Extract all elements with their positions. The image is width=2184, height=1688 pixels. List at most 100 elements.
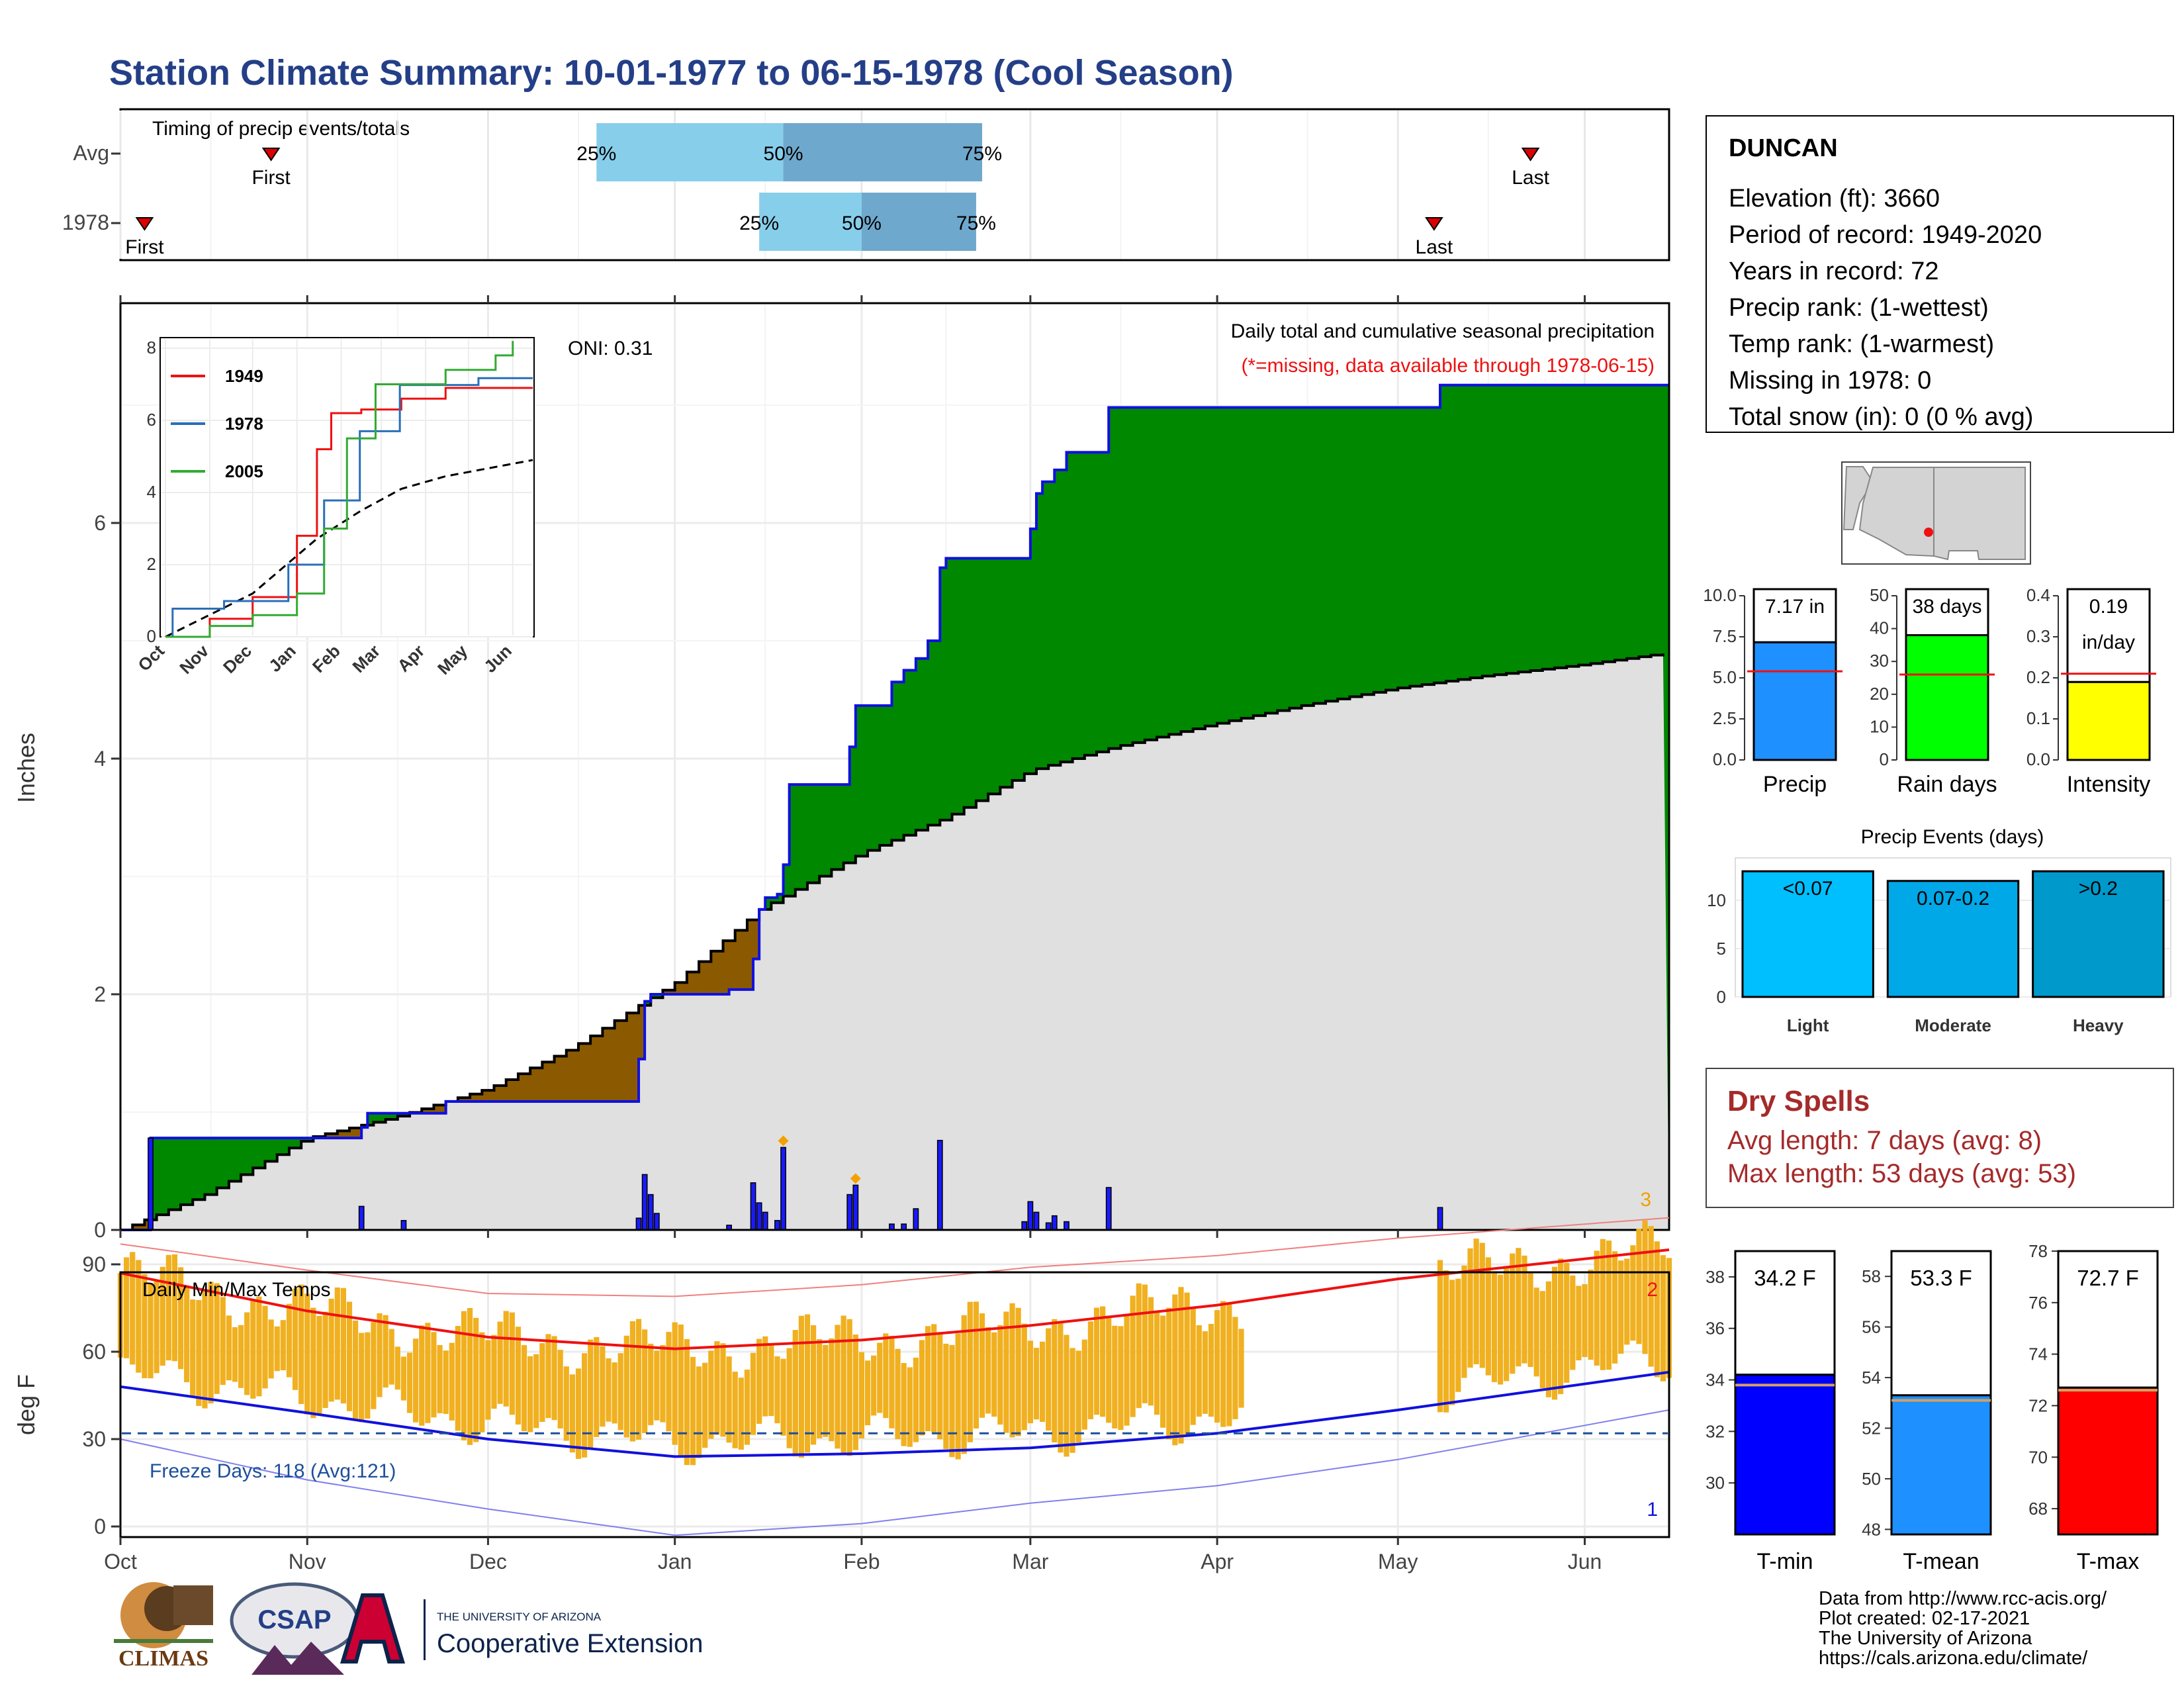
temps-label-max: 2 — [1647, 1279, 1658, 1301]
daily-precip-bar — [774, 1220, 780, 1231]
daily-temp-range-bar — [1437, 1260, 1443, 1413]
timing-last-label: Last — [1512, 167, 1549, 189]
daily-temp-range-bar — [130, 1252, 136, 1365]
location-map — [1841, 461, 2031, 565]
daily-temp-range-bar — [340, 1288, 346, 1404]
summary-bar-label-box — [2066, 588, 2151, 683]
temps-y-tick-label: 30 — [82, 1427, 106, 1451]
temp-summary-label-box — [2057, 1250, 2159, 1389]
daily-temp-range-bar — [714, 1341, 720, 1435]
inset-y-tick: 0 — [147, 626, 156, 646]
temp-summary-tick: 38 — [1706, 1267, 1725, 1287]
daily-temp-range-bar — [479, 1332, 485, 1432]
daily-temp-range-bar — [606, 1358, 612, 1422]
daily-temp-range-bar — [485, 1340, 491, 1420]
inset-legend-label: 1949 — [225, 366, 263, 386]
station-info-line: Temp rank: (1-warmest) — [1729, 330, 1994, 358]
daily-precip-bar — [1021, 1221, 1028, 1231]
station-location-marker — [1924, 528, 1933, 537]
daily-temp-range-bar — [1461, 1265, 1467, 1378]
daily-temp-range-bar — [666, 1332, 672, 1432]
summary-bar-tick: 0.0 — [2026, 749, 2050, 769]
temp-summary-bar — [1890, 1394, 1992, 1536]
dry-spells-box: Dry Spells Avg length: 7 days (avg: 8) M… — [1706, 1068, 2174, 1208]
temp-summary-tick: 32 — [1706, 1421, 1725, 1441]
daily-temp-range-bar — [1232, 1317, 1238, 1419]
daily-temp-range-bar — [310, 1307, 316, 1419]
events-y-tick: 5 — [1717, 939, 1726, 959]
timing-bar-25-50 — [596, 123, 784, 181]
daily-temp-range-bar — [280, 1320, 286, 1371]
daily-temp-range-bar — [696, 1366, 702, 1458]
month-tick-label: Mar — [1012, 1550, 1048, 1573]
summary-bar-fill — [2066, 680, 2151, 761]
daily-temp-range-bar — [533, 1354, 539, 1429]
summary-bar-label: Rain days — [1897, 772, 1997, 797]
events-bar-label: 0.07-0.2 — [1917, 888, 1989, 910]
daily-temp-range-bar — [1160, 1315, 1166, 1428]
daily-temp-range-bar — [955, 1333, 961, 1460]
station-info-line: Total snow (in): 0 (0 % avg) — [1729, 403, 2033, 431]
daily-precip-bar — [1051, 1215, 1058, 1231]
daily-temp-range-bar — [383, 1315, 388, 1388]
daily-temp-range-bar — [991, 1332, 997, 1417]
daily-temp-range-bar — [708, 1350, 714, 1439]
daily-temp-range-bar — [907, 1367, 913, 1447]
daily-temp-range-bar — [841, 1315, 846, 1455]
daily-temp-range-bar — [1118, 1326, 1124, 1430]
precip-y-tick-label: 2 — [94, 982, 106, 1006]
daily-temp-range-bar — [177, 1267, 184, 1370]
summary-bar-value-unit: in/day — [2082, 632, 2135, 653]
daily-temp-range-bar — [232, 1327, 238, 1382]
climas-logo-text: CLIMAS — [118, 1646, 208, 1671]
daily-temp-range-bar — [521, 1345, 527, 1432]
daily-temp-range-bar — [774, 1356, 780, 1424]
daily-temp-range-bar — [648, 1343, 654, 1425]
summary-bar-tick: 0 — [1880, 749, 1889, 769]
temp-summary-bar — [2057, 1386, 2159, 1536]
daily-temp-range-bar — [973, 1301, 979, 1429]
daily-temp-range-bar — [600, 1346, 606, 1427]
summary-bar-tick: 30 — [1870, 651, 1889, 671]
daily-temp-range-bar — [1075, 1350, 1081, 1443]
daily-temp-range-bar — [473, 1317, 479, 1442]
map-state-east — [1933, 467, 2026, 561]
daily-precip-bar — [750, 1182, 756, 1231]
daily-temp-range-bar — [346, 1301, 353, 1411]
precip-y-tick-label: 0 — [94, 1218, 106, 1242]
daily-temp-range-bar — [1497, 1274, 1504, 1385]
daily-temp-range-bar — [1058, 1321, 1064, 1453]
temp-summary-tick: 74 — [2028, 1344, 2048, 1364]
temps-label-min: 1 — [1647, 1499, 1658, 1521]
events-title: Precip Events (days) — [1861, 826, 2044, 848]
daily-temp-range-bar — [1491, 1271, 1498, 1382]
daily-temp-range-bar — [515, 1327, 522, 1425]
temp-summary-t-max: 68 70 72 74 76 78 72.7 F T-max — [2028, 1241, 2159, 1574]
avg-cumulative-line — [120, 653, 1664, 1231]
climas-logo: CLIMAS — [114, 1582, 213, 1671]
daily-temp-range-bar — [1479, 1243, 1485, 1368]
daily-temp-range-bar — [871, 1355, 877, 1416]
daily-temp-range-bar — [497, 1321, 503, 1404]
station-info-line: Years in record: 72 — [1729, 258, 1939, 285]
temp-summary-tick: 70 — [2028, 1447, 2048, 1467]
temp-summary-tick: 78 — [2028, 1241, 2048, 1261]
summary-bar-tick: 2.5 — [1713, 708, 1737, 728]
missing-note: (*=missing, data available through 1978-… — [1241, 355, 1655, 377]
precip-corner-label: 3 — [1640, 1189, 1651, 1211]
csap-logo: CSAP — [230, 1582, 359, 1675]
daily-temp-range-bar — [660, 1344, 666, 1423]
daily-temp-range-bar — [1100, 1306, 1106, 1417]
daily-temp-range-bar — [889, 1335, 895, 1429]
daily-temp-range-bar — [997, 1325, 1003, 1425]
daily-temp-range-bar — [642, 1329, 648, 1433]
daily-temp-range-bar — [588, 1339, 594, 1449]
daily-temp-range-bar — [286, 1303, 293, 1378]
daily-temp-range-bar — [503, 1311, 509, 1407]
summary-bar-tick: 0.0 — [1713, 749, 1737, 769]
daily-temp-range-bar — [817, 1338, 823, 1438]
credits: Data from http://www.rcc-acis.org/Plot c… — [1819, 1588, 2107, 1669]
temp-summary-tick: 48 — [1862, 1519, 1881, 1539]
daily-temp-range-bar — [852, 1335, 858, 1450]
